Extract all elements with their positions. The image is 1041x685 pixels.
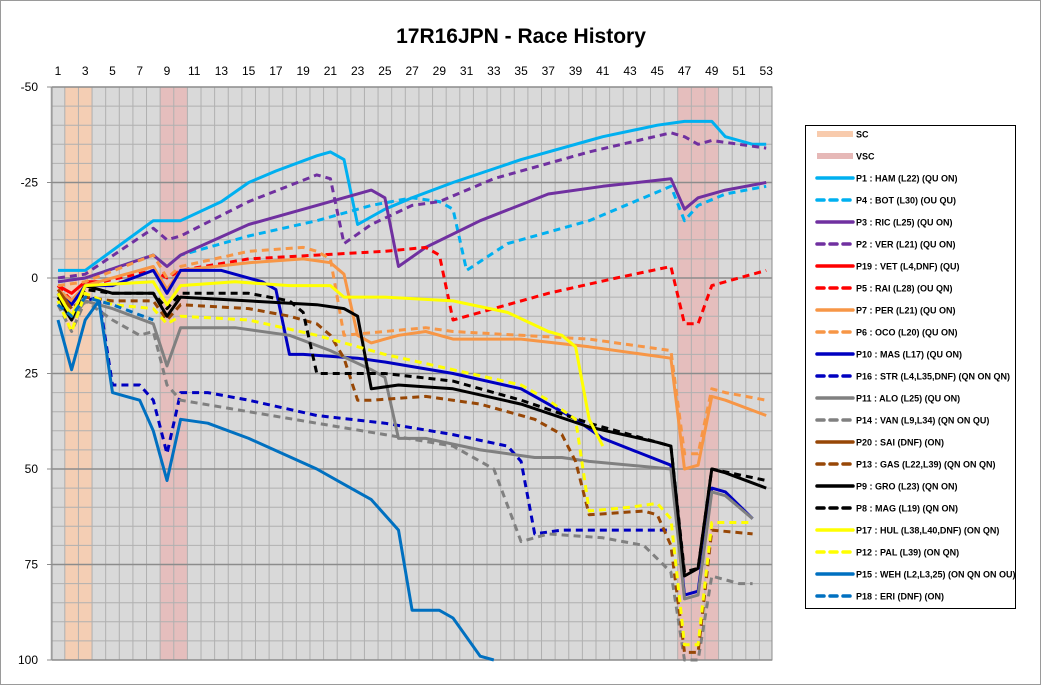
legend-label: P8 : MAG (L19) (QN ON) [856, 504, 958, 514]
x-tick-label: 17 [269, 64, 283, 78]
legend-swatch-band [817, 131, 853, 137]
series-line-ric [57, 177, 767, 284]
legend-swatch-band [817, 153, 853, 159]
legend-label: P16 : STR (L4,L35,DNF) (QN ON QN) [856, 372, 1010, 382]
series-line-rai [56, 245, 767, 326]
legend-label: P7 : PER (L21) (QU ON) [856, 306, 956, 316]
x-tick-label: 51 [732, 64, 746, 78]
x-tick-label: 13 [215, 64, 229, 78]
legend-label: P2 : VER (L21) (QU ON) [856, 240, 956, 250]
series-line-vet [57, 280, 99, 295]
x-tick-label: 53 [760, 64, 774, 78]
x-tick-label: 43 [623, 64, 637, 78]
legend-label: P20 : SAI (DNF) (ON) [856, 438, 944, 448]
y-tick-label: -25 [21, 176, 39, 190]
x-tick-label: 49 [705, 64, 719, 78]
series-line-mag [56, 288, 767, 574]
x-tick-label: 7 [136, 64, 143, 78]
legend-label: P5 : RAI (L28) (OU QN) [856, 284, 953, 294]
legend-label: P9 : GRO (L23) (QN ON) [856, 482, 958, 492]
legend-label: P3 : RIC (L25) (QU ON) [856, 218, 953, 228]
series-line-ham [58, 119, 767, 272]
x-tick-label: 35 [514, 64, 528, 78]
y-tick-label: 25 [25, 367, 39, 381]
series-line-mas [57, 268, 754, 597]
x-tick-label: 11 [188, 64, 201, 78]
legend-label: P18 : ERI (DNF) (ON) [856, 592, 944, 602]
x-tick-label: 45 [651, 64, 665, 78]
x-tick-label: 27 [405, 64, 419, 78]
legend-label: SC [856, 130, 869, 140]
x-tick-label: 1 [55, 64, 62, 78]
x-tick-label: 47 [678, 64, 692, 78]
x-tick-label: 5 [109, 64, 116, 78]
legend-box [805, 125, 1016, 609]
x-tick-label: 29 [433, 64, 447, 78]
legend-label: P1 : HAM (L22) (QU ON) [856, 174, 958, 184]
legend-label: P4 : BOT (L30) (OU QU) [856, 196, 956, 206]
legend-label: P6 : OCO (L20) (QU ON) [856, 328, 958, 338]
series-line-gas [56, 292, 753, 654]
x-tick-label: 23 [351, 64, 365, 78]
x-tick-label: 15 [242, 64, 256, 78]
legend-label: P12 : PAL (L39) (ON QN) [856, 548, 959, 558]
x-tick-label: 33 [487, 64, 501, 78]
series-line-oco [57, 245, 767, 456]
series-line-ver [57, 131, 767, 280]
series-line-alo [56, 299, 754, 601]
legend-label: P19 : VET (L4,DNF) (QU) [856, 262, 960, 272]
legend: SC VSC P1 : HAM (L22) (QU ON) P4 : BOT (L30… [805, 125, 1016, 609]
x-tick-label: 19 [296, 64, 310, 78]
series-line-hul [56, 280, 605, 447]
series-line-pal [56, 291, 753, 647]
x-tick-label: 31 [460, 64, 474, 78]
y-tick-label: -50 [21, 80, 39, 94]
legend-label: P13 : GAS (L22,L39) (QN ON QN) [856, 460, 996, 470]
series-line-van [56, 299, 753, 662]
y-tick-label: 0 [31, 271, 38, 285]
x-tick-label: 41 [596, 64, 610, 78]
x-tick-label: 9 [164, 64, 171, 78]
legend-label: P10 : MAS (L17) (QU ON) [856, 350, 962, 360]
y-tick-label: 75 [25, 558, 39, 572]
x-tick-label: 39 [569, 64, 583, 78]
series-line-weh [56, 299, 495, 662]
series-line-per [57, 257, 767, 471]
series-line-eri [57, 295, 154, 322]
legend-label: P11 : ALO (L25) (QU ON) [856, 394, 960, 404]
x-tick-label: 37 [542, 64, 556, 78]
legend-label: P17 : HUL (L38,L40,DNF) (ON QN) [856, 526, 999, 536]
y-tick-label: 50 [25, 462, 39, 476]
y-tick-label: 100 [18, 653, 38, 667]
x-tick-label: 21 [324, 64, 338, 78]
x-tick-label: 3 [82, 64, 89, 78]
legend-label: P14 : VAN (L9,L34) (QN ON QU) [856, 416, 989, 426]
legend-label: VSC [856, 152, 875, 162]
legend-label: P15 : WEH (L2,L3,25) (ON QN ON OU) [856, 570, 1016, 580]
chart-title: 17R16JPN - Race History [396, 25, 646, 48]
x-tick-label: 25 [378, 64, 392, 78]
series-line-bot [57, 184, 767, 284]
